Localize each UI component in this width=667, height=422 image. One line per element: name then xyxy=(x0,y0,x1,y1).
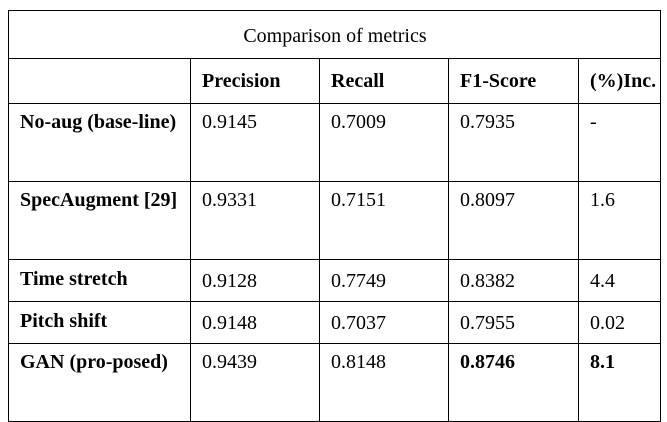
cell-recall: 0.8148 xyxy=(319,343,449,422)
cell-f1: 0.8097 xyxy=(448,181,579,260)
table-header-row: Precision Recall F1-Score (%)Inc. xyxy=(8,58,661,104)
row-method: GAN (pro-posed) xyxy=(8,343,191,422)
cell-precision: 0.9128 xyxy=(190,259,320,302)
row-method: No-aug (base-line) xyxy=(8,103,191,182)
cell-f1: 0.7955 xyxy=(448,301,579,344)
row-method: Pitch shift xyxy=(8,301,191,344)
header-empty xyxy=(8,58,191,104)
cell-increase: 0.02 xyxy=(578,301,661,344)
cell-increase: 4.4 xyxy=(578,259,661,302)
table-row: No-aug (base-line) 0.9145 0.7009 0.7935 … xyxy=(8,103,661,182)
cell-f1: 0.8382 xyxy=(448,259,579,302)
row-method: SpecAugment [29] xyxy=(8,181,191,260)
cell-f1: 0.7935 xyxy=(448,103,579,182)
row-method: Time stretch xyxy=(8,259,191,302)
header-precision: Precision xyxy=(190,58,320,104)
cell-precision: 0.9148 xyxy=(190,301,320,344)
table-title: Comparison of metrics xyxy=(8,10,661,59)
cell-precision: 0.9145 xyxy=(190,103,320,182)
table-row: GAN (pro-posed) 0.9439 0.8148 0.8746 8.1 xyxy=(8,343,661,422)
header-f1-score: F1-Score xyxy=(448,58,579,104)
cell-increase: 8.1 xyxy=(578,343,661,422)
table-row: Time stretch 0.9128 0.7749 0.8382 4.4 xyxy=(8,259,661,302)
table-row: Pitch shift 0.9148 0.7037 0.7955 0.02 xyxy=(8,301,661,344)
cell-increase: 1.6 xyxy=(578,181,661,260)
cell-recall: 0.7037 xyxy=(319,301,449,344)
cell-f1: 0.8746 xyxy=(448,343,579,422)
metrics-comparison-table: Comparison of metrics Precision Recall F… xyxy=(8,10,661,422)
cell-increase: - xyxy=(578,103,661,182)
cell-precision: 0.9439 xyxy=(190,343,320,422)
table-title-row: Comparison of metrics xyxy=(8,10,661,59)
cell-recall: 0.7749 xyxy=(319,259,449,302)
table-row: SpecAugment [29] 0.9331 0.7151 0.8097 1.… xyxy=(8,181,661,260)
header-recall: Recall xyxy=(319,58,449,104)
header-increase: (%)Inc. xyxy=(578,58,661,104)
cell-recall: 0.7151 xyxy=(319,181,449,260)
cell-recall: 0.7009 xyxy=(319,103,449,182)
cell-precision: 0.9331 xyxy=(190,181,320,260)
